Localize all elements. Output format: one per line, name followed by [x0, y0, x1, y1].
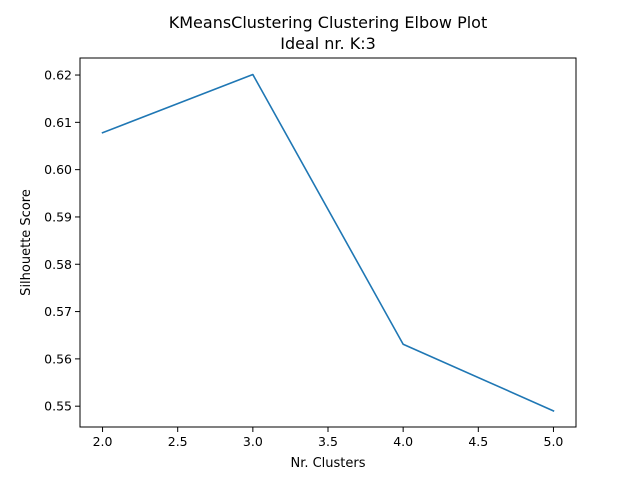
y-tick-label: 0.61 — [44, 115, 72, 130]
y-tick-label: 0.55 — [44, 399, 72, 414]
chart-title: KMeansClustering Clustering Elbow Plot — [169, 13, 487, 32]
chart-subtitle: Ideal nr. K:3 — [280, 34, 376, 53]
x-axis-label: Nr. Clusters — [290, 456, 365, 471]
x-tick-label: 4.0 — [393, 434, 413, 449]
y-tick-label: 0.59 — [44, 209, 72, 224]
x-axis-ticks: 2.0 2.5 3.0 3.5 4.0 4.5 5.0 — [93, 427, 564, 449]
y-tick-label: 0.57 — [44, 304, 72, 319]
series-line — [101, 73, 555, 412]
plot-area-frame — [79, 57, 577, 428]
x-tick-label: 2.5 — [168, 434, 188, 449]
y-axis-label: Silhouette Score — [19, 189, 34, 296]
x-tick-label: 4.5 — [468, 434, 488, 449]
x-tick-label: 2.0 — [93, 434, 113, 449]
y-tick-label: 0.62 — [44, 68, 72, 83]
y-tick-label: 0.58 — [44, 257, 72, 272]
x-tick-label: 3.0 — [243, 434, 263, 449]
y-axis-ticks: 0.55 0.56 0.57 0.58 0.59 0.60 0.61 0.62 — [44, 68, 80, 414]
y-tick-label: 0.60 — [44, 162, 72, 177]
x-tick-label: 3.5 — [318, 434, 338, 449]
series-group — [101, 73, 555, 412]
x-tick-label: 5.0 — [544, 434, 564, 449]
y-tick-label: 0.56 — [44, 351, 72, 366]
